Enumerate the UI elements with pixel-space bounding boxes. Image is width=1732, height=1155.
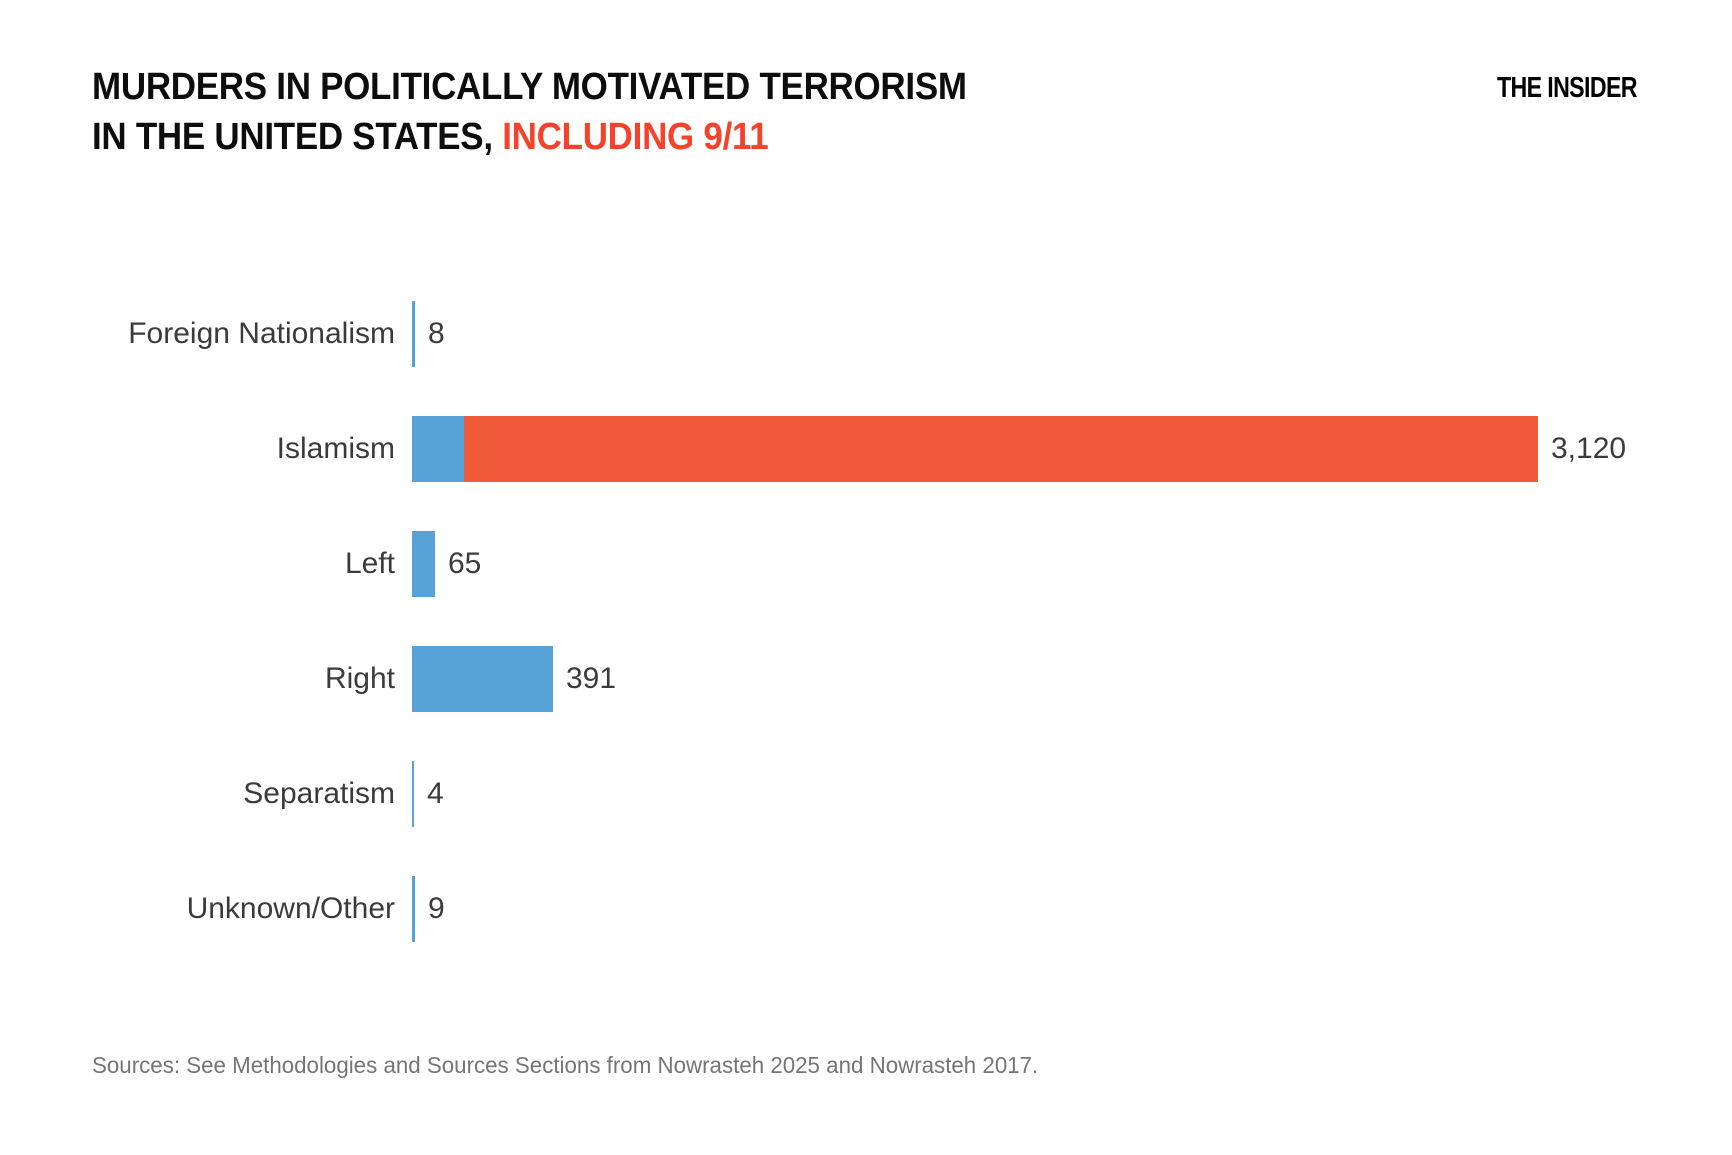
bar-track: 9 bbox=[412, 851, 445, 966]
bar-segment-blue bbox=[412, 875, 415, 942]
bar-segment-blue bbox=[412, 530, 435, 597]
bar-track: 391 bbox=[412, 621, 616, 736]
bar-row: Islamism 3,120 bbox=[0, 391, 1732, 506]
bar-row: Right 391 bbox=[0, 621, 1732, 736]
title-line2-highlight: INCLUDING 9/11 bbox=[502, 116, 769, 158]
bar bbox=[412, 300, 415, 367]
value-label: 391 bbox=[566, 661, 617, 695]
category-label: Unknown/Other bbox=[186, 891, 395, 925]
brand-logo: THE INSIDER bbox=[1497, 72, 1638, 104]
bar-track: 8 bbox=[412, 276, 445, 391]
value-label: 65 bbox=[448, 546, 482, 580]
bar-track: 4 bbox=[412, 736, 444, 851]
chart-title-line2: IN THE UNITED STATES, INCLUDING 9/11 bbox=[92, 112, 967, 162]
bar-segment-blue bbox=[412, 415, 464, 482]
bar-segment-red bbox=[464, 415, 1538, 482]
bar-track: 3,120 bbox=[412, 391, 1626, 506]
value-label: 8 bbox=[428, 316, 445, 350]
value-label: 9 bbox=[428, 891, 445, 925]
value-label: 3,120 bbox=[1551, 431, 1627, 465]
category-label: Islamism bbox=[276, 431, 395, 465]
chart-title-line1: MURDERS IN POLITICALLY MOTIVATED TERRORI… bbox=[92, 62, 967, 112]
bar-segment-blue bbox=[412, 300, 415, 367]
bar bbox=[412, 875, 415, 942]
bar-row: Foreign Nationalism 8 bbox=[0, 276, 1732, 391]
bar bbox=[412, 415, 1538, 482]
bar bbox=[412, 760, 414, 827]
bar-row: Left 65 bbox=[0, 506, 1732, 621]
title-line1-text: MURDERS IN POLITICALLY MOTIVATED TERRORI… bbox=[92, 66, 967, 108]
title-line2-black: IN THE UNITED STATES, bbox=[92, 116, 503, 158]
value-label: 4 bbox=[427, 776, 444, 810]
bar bbox=[412, 645, 553, 712]
bar-segment-blue bbox=[412, 645, 553, 712]
category-label: Separatism bbox=[243, 776, 395, 810]
bar bbox=[412, 530, 435, 597]
bar-chart: Foreign Nationalism 8 Islamism 3,120 Left 65 R… bbox=[0, 276, 1732, 966]
bar-row: Separatism 4 bbox=[0, 736, 1732, 851]
bar-track: 65 bbox=[412, 506, 481, 621]
chart-title: MURDERS IN POLITICALLY MOTIVATED TERRORI… bbox=[92, 62, 967, 162]
bar-segment-blue bbox=[412, 760, 414, 827]
category-label: Right bbox=[324, 661, 395, 695]
category-label: Foreign Nationalism bbox=[128, 316, 395, 350]
bar-row: Unknown/Other 9 bbox=[0, 851, 1732, 966]
category-label: Left bbox=[344, 546, 395, 580]
source-note: Sources: See Methodologies and Sources S… bbox=[92, 1052, 1039, 1078]
